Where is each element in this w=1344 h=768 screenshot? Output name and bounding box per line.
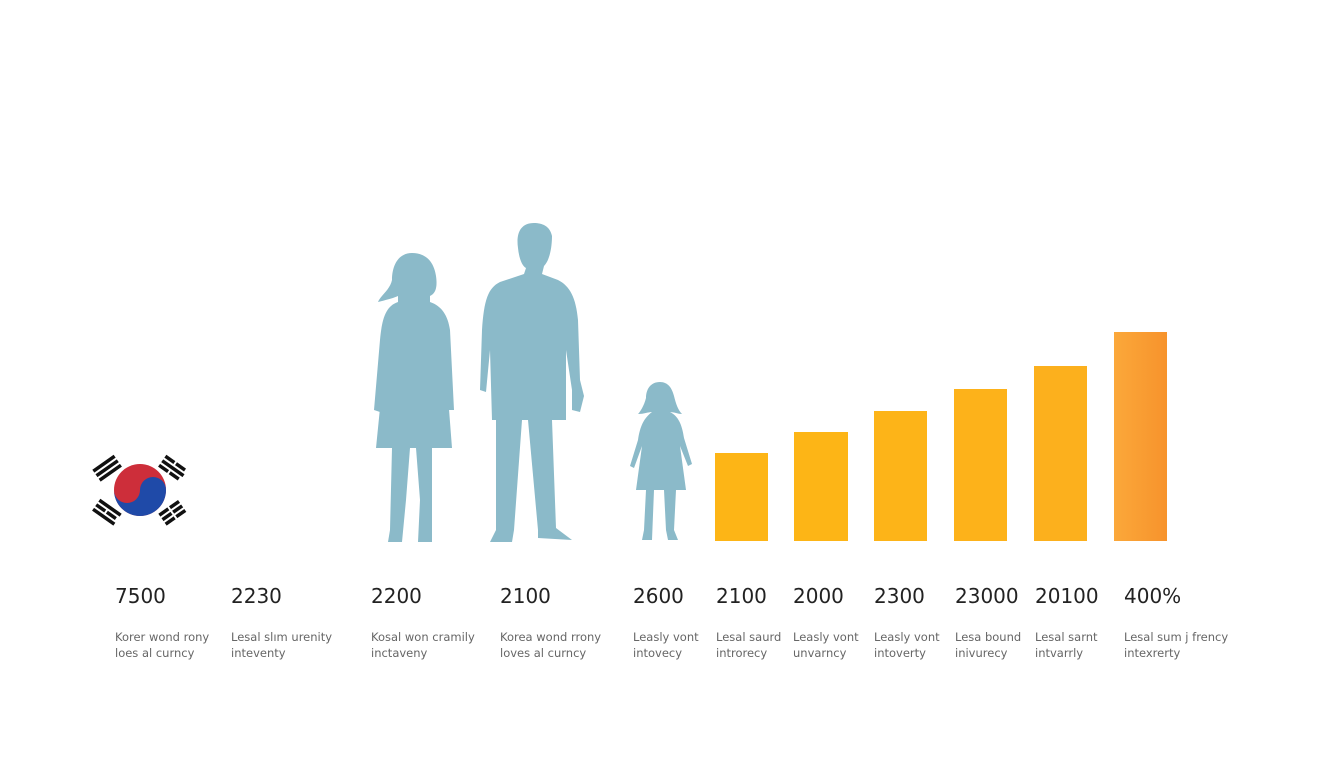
value-text: 2300: [874, 584, 925, 608]
value-text: 400%: [1124, 584, 1181, 608]
bars: [715, 332, 1167, 541]
value-text: 2200: [371, 584, 422, 608]
caption-text: Leasly vont: [793, 630, 859, 644]
bar: [794, 432, 848, 541]
caption-text: intovecy: [633, 646, 682, 660]
caption-text: introrecy: [716, 646, 767, 660]
caption-text: loes al curncy: [115, 646, 195, 660]
caption-text: inteventy: [231, 646, 286, 660]
woman-silhouette: [374, 253, 454, 542]
value-text: 7500: [115, 584, 166, 608]
caption-text: Leasly vont: [874, 630, 940, 644]
caption-text: Lesa bound: [955, 630, 1021, 644]
caption-text: loves al curncy: [500, 646, 586, 660]
caption-text: intvarrly: [1035, 646, 1083, 660]
value-text: 2000: [793, 584, 844, 608]
bar: [715, 453, 768, 541]
value-text: 2100: [500, 584, 551, 608]
man-silhouette: [480, 223, 584, 542]
caption-text: inctaveny: [371, 646, 428, 660]
caption-text: Lesal saurd: [716, 630, 781, 644]
caption-text: inivurecy: [955, 646, 1008, 660]
value-text: 23000: [955, 584, 1019, 608]
bar: [954, 389, 1007, 541]
caption-text: Lesal slım urenity: [231, 630, 332, 644]
value-text: 2230: [231, 584, 282, 608]
girl-silhouette: [630, 382, 692, 540]
caption-text: unvarncy: [793, 646, 847, 660]
value-text: 2600: [633, 584, 684, 608]
caption-text: Lesal sarnt: [1035, 630, 1098, 644]
flag-emblem: [92, 454, 187, 526]
labels: 7500 Korer wond rony loes al curncy 2230 Les…: [115, 584, 1228, 660]
caption-text: Kosal won cramily: [371, 630, 475, 644]
caption-text: Lesal sum j frency: [1124, 630, 1228, 644]
value-text: 20100: [1035, 584, 1099, 608]
caption-text: Leasly vont: [633, 630, 699, 644]
caption-text: intoverty: [874, 646, 926, 660]
caption-text: Korea wond rrony: [500, 630, 601, 644]
caption-text: Korer wond rony: [115, 630, 209, 644]
caption-text: intexrerty: [1124, 646, 1180, 660]
value-text: 2100: [716, 584, 767, 608]
bar: [1114, 332, 1167, 541]
bar: [874, 411, 927, 541]
bar: [1034, 366, 1087, 541]
